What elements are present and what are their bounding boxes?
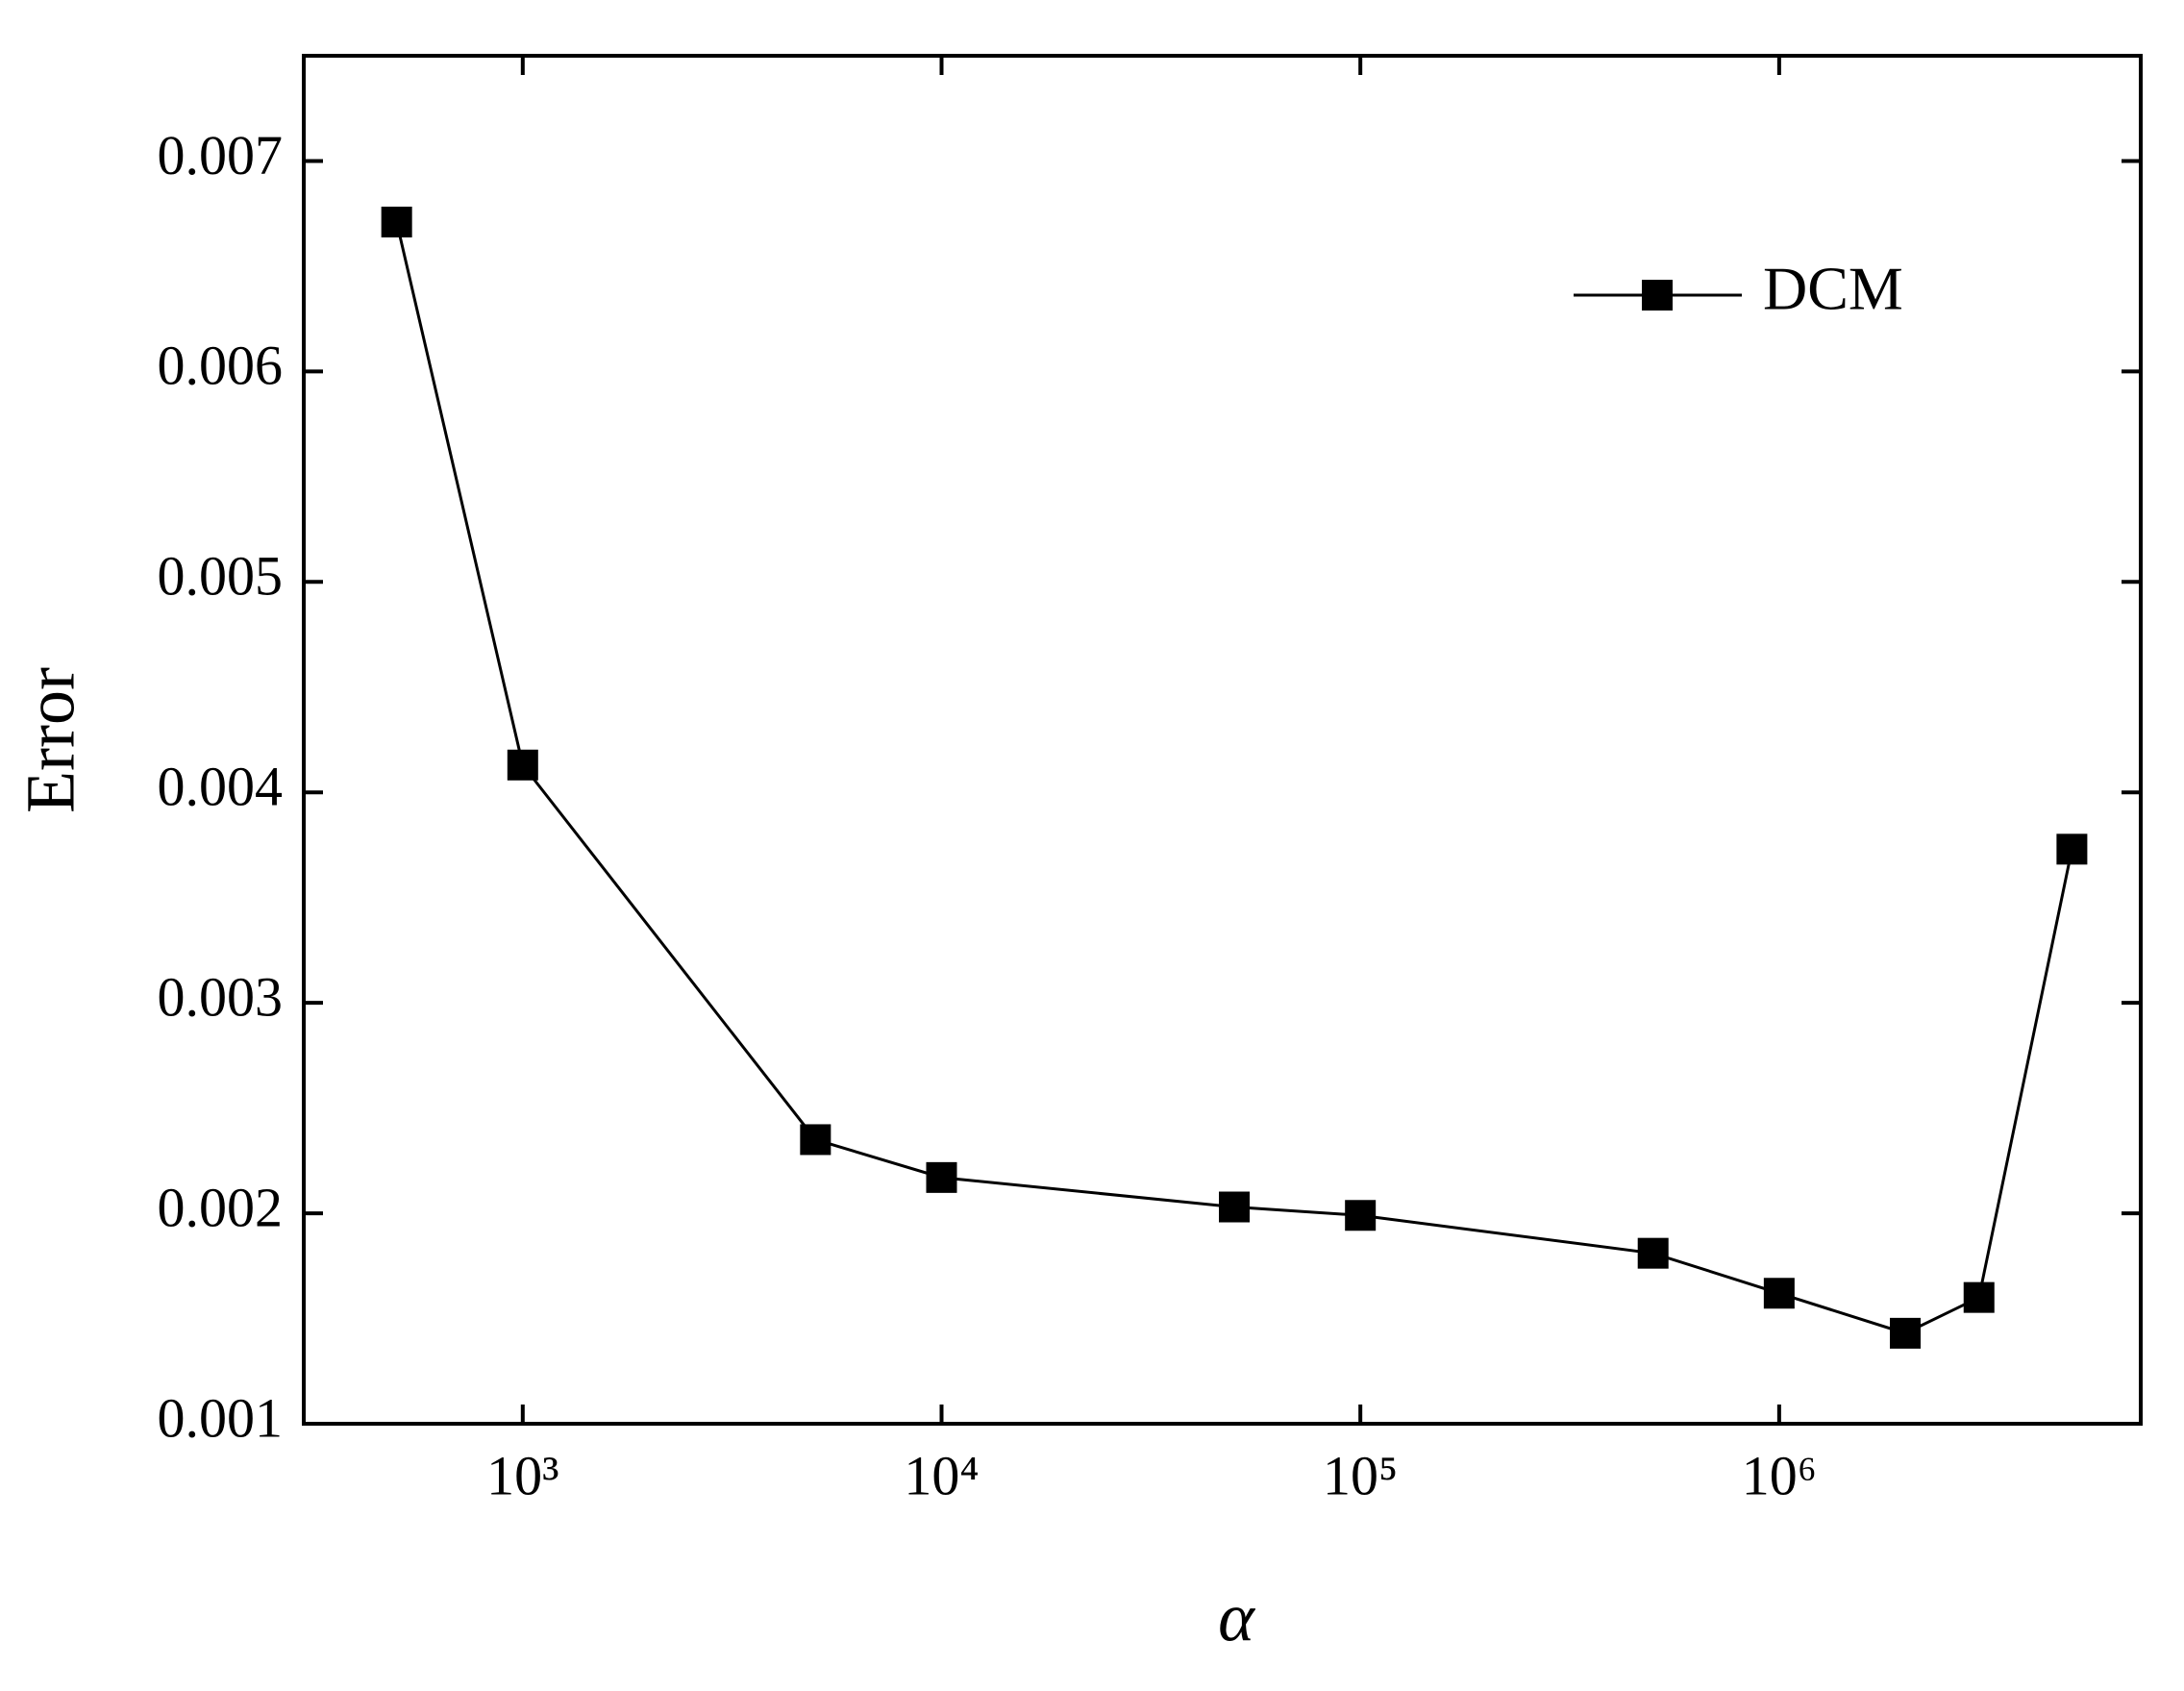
- x-tick-label: 10⁴: [904, 1444, 979, 1506]
- y-tick-label: 0.002: [158, 1176, 284, 1238]
- marker: [926, 1161, 957, 1193]
- y-tick-label: 0.004: [158, 756, 284, 818]
- y-tick-label: 0.006: [158, 335, 284, 397]
- marker: [507, 749, 538, 781]
- y-tick-label: 0.005: [158, 545, 284, 608]
- marker: [1219, 1191, 1251, 1223]
- x-tick-label: 10³: [486, 1444, 558, 1506]
- marker: [1345, 1200, 1377, 1231]
- marker: [381, 206, 412, 237]
- plot-frame: [302, 54, 2143, 1426]
- marker: [1890, 1317, 1922, 1349]
- y-axis-label: Error: [12, 667, 89, 813]
- y-tick-label: 0.003: [158, 965, 284, 1028]
- x-tick-label: 10⁶: [1742, 1444, 1817, 1506]
- series-line: [395, 221, 2073, 1335]
- y-tick-label: 0.007: [158, 124, 284, 187]
- legend-label: DCM: [1763, 255, 1903, 323]
- x-axis-label: α: [1218, 1579, 1255, 1656]
- legend-marker: [1642, 280, 1673, 311]
- marker: [1963, 1281, 1995, 1313]
- x-tick-label: 10⁵: [1323, 1444, 1398, 1506]
- marker: [1763, 1278, 1795, 1309]
- marker: [1637, 1237, 1669, 1269]
- marker: [800, 1124, 831, 1156]
- marker: [2056, 833, 2088, 865]
- y-tick-label: 0.001: [158, 1386, 284, 1449]
